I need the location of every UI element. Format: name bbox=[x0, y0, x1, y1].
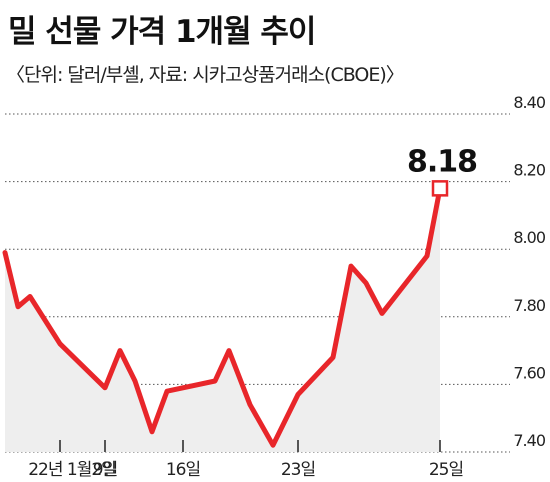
data-marks: 8.18 bbox=[407, 144, 478, 197]
peak-value-label: 8.18 bbox=[407, 144, 477, 179]
x-tick-label: 16일 bbox=[166, 460, 200, 480]
y-tick-label: 8.00 bbox=[513, 228, 545, 247]
y-tick-label: 8.20 bbox=[513, 161, 545, 180]
price-area bbox=[5, 188, 440, 452]
highlight-marker bbox=[431, 180, 449, 197]
chart-title: 밀 선물 가격 1개월 추이 bbox=[8, 14, 316, 50]
y-tick-label: 8.40 bbox=[513, 93, 545, 112]
chart-subtitle: 〈단위: 달러/부셸, 자료: 시카고상품거래소(CBOE)〉 bbox=[6, 64, 405, 86]
y-tick-label: 7.80 bbox=[513, 296, 545, 315]
x-tick-label: 25일 bbox=[429, 460, 463, 480]
y-tick-label: 7.40 bbox=[513, 431, 545, 450]
x-tick-label: 23일 bbox=[281, 460, 315, 480]
x-tick-label: 22년 1월2일 bbox=[28, 460, 116, 480]
x-tick-label: 9일 bbox=[93, 460, 117, 480]
price-line bbox=[2, 185, 443, 448]
y-axis-labels: 8.40 8.20 8.00 7.80 7.60 7.40 bbox=[513, 93, 546, 450]
y-tick-label: 7.60 bbox=[513, 363, 545, 382]
